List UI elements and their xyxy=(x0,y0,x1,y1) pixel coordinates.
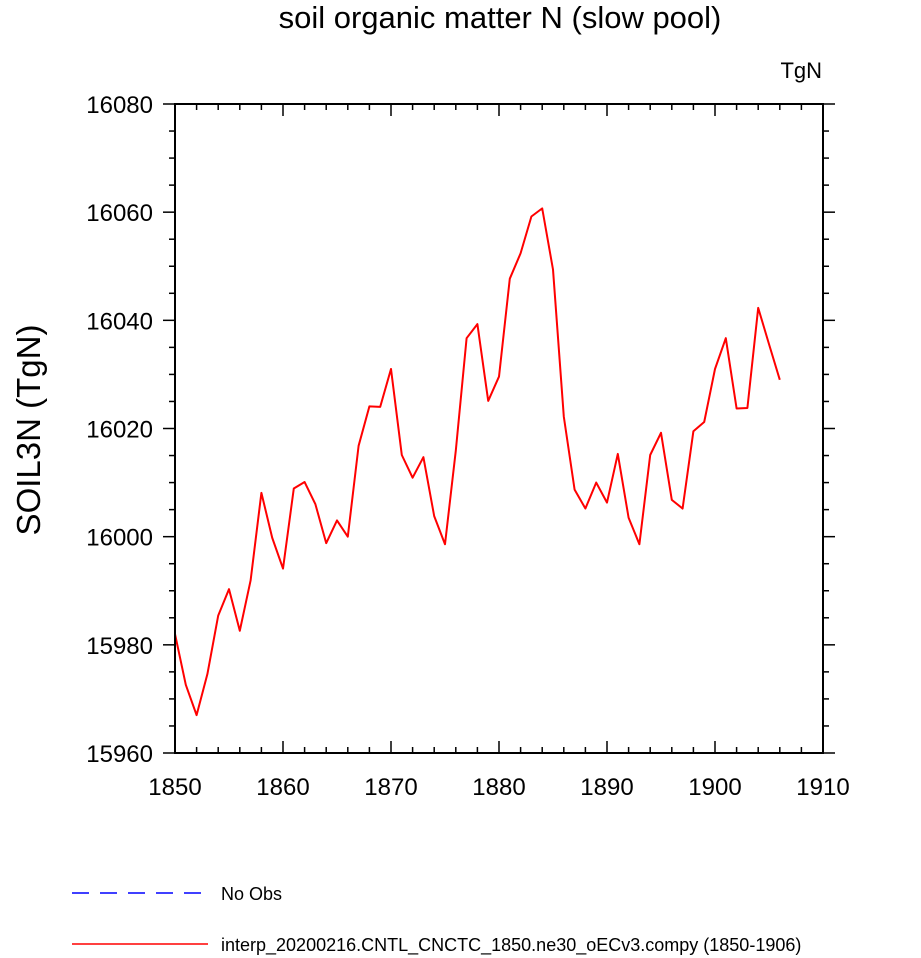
x-tick-label: 1850 xyxy=(148,774,201,801)
y-tick-labels: 15960 15980 16000 16020 16040 16060 16080 xyxy=(86,92,153,768)
y-tick-label: 16060 xyxy=(86,200,153,227)
plot-frame xyxy=(174,103,824,754)
legend-label-model-run: interp_20200216.CNTL_CNCTC_1850.ne30_oEC… xyxy=(221,935,801,956)
legend: No Obs interp_20200216.CNTL_CNCTC_1850.n… xyxy=(72,884,801,956)
y-tick-label: 16080 xyxy=(86,92,153,119)
x-tick-label: 1860 xyxy=(256,774,309,801)
series-layer xyxy=(174,207,781,717)
series-line-0 xyxy=(174,207,781,717)
x-tick-label: 1870 xyxy=(364,774,417,801)
x-tick-label: 1880 xyxy=(472,774,525,801)
y-tick-label: 15960 xyxy=(86,741,153,768)
y-tick-label: 15980 xyxy=(86,633,153,660)
chart-title: soil organic matter N (slow pool) xyxy=(279,0,722,35)
x-tick-label: 1910 xyxy=(796,774,849,801)
legend-label-no-obs: No Obs xyxy=(221,884,282,904)
y-tick-label: 16020 xyxy=(86,417,153,444)
x-tick-label: 1890 xyxy=(580,774,633,801)
x-tick-label: 1900 xyxy=(688,774,741,801)
units-label: TgN xyxy=(780,58,822,83)
y-axis-label: SOIL3N (TgN) xyxy=(10,325,47,536)
axis-ticks xyxy=(163,103,835,754)
y-tick-label: 16040 xyxy=(86,308,153,335)
y-tick-label: 16000 xyxy=(86,525,153,552)
x-tick-labels: 1850 1860 1870 1880 1890 1900 1910 xyxy=(148,774,849,801)
